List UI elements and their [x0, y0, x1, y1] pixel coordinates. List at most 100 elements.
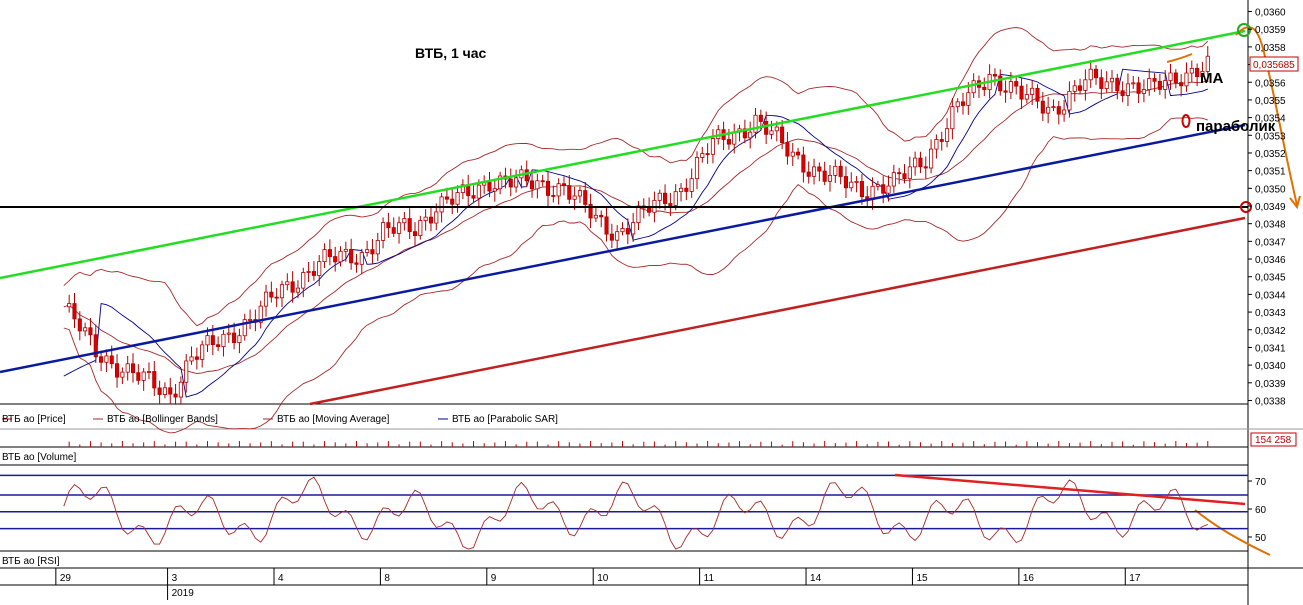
legend-entry: ВТБ ао [Price] — [2, 414, 66, 425]
candle — [263, 284, 269, 317]
red-circle-marker — [1240, 201, 1252, 213]
price-tick-label: 0,0341 — [1255, 343, 1286, 354]
price-tick-label: 0,0344 — [1255, 290, 1286, 301]
candle — [72, 293, 77, 329]
candle — [402, 211, 407, 231]
candle — [886, 175, 891, 202]
candle — [865, 186, 870, 207]
candle — [945, 118, 950, 148]
time-tick-label: 10 — [597, 573, 609, 584]
candle — [343, 241, 348, 262]
volume-panel — [68, 441, 1209, 447]
candle — [748, 121, 753, 149]
blue-support-line — [0, 123, 1246, 374]
candle — [966, 82, 971, 115]
candle — [1078, 78, 1083, 95]
candle — [1014, 76, 1019, 95]
candle — [1184, 62, 1189, 92]
candle — [184, 354, 189, 393]
price-tick-label: 0,0348 — [1255, 220, 1286, 231]
time-tick-label: 14 — [810, 573, 822, 584]
candle — [992, 68, 997, 86]
price-tick-label: 0,0351 — [1255, 167, 1286, 178]
candle — [354, 254, 359, 273]
candle — [295, 280, 300, 299]
candle — [572, 186, 577, 210]
rsi-label: ВТБ ао [RSI] — [2, 556, 60, 567]
candle — [269, 281, 274, 303]
candle — [1024, 83, 1029, 104]
candle — [849, 172, 854, 192]
candle — [178, 376, 183, 405]
candle — [200, 340, 205, 368]
candle — [1104, 71, 1109, 93]
candle — [913, 151, 918, 176]
candle — [232, 322, 237, 350]
candle — [881, 176, 886, 204]
candle — [1173, 69, 1178, 89]
candle — [599, 210, 604, 228]
candle — [1157, 73, 1162, 95]
candle — [976, 75, 982, 98]
candle — [801, 146, 806, 183]
candle — [1046, 96, 1051, 124]
candle — [1030, 79, 1035, 106]
candle — [897, 167, 902, 185]
volume-last-value: 154 258 — [1255, 435, 1292, 446]
candle — [189, 346, 194, 365]
candle — [535, 173, 540, 199]
candle — [668, 192, 673, 217]
time-tick-label: 17 — [1129, 573, 1141, 584]
candle — [732, 123, 737, 154]
candle — [301, 267, 306, 298]
price-tick-label: 0,0352 — [1255, 149, 1286, 160]
candle — [423, 209, 428, 231]
candle — [833, 159, 838, 184]
candle — [455, 185, 460, 213]
time-tick-label: 15 — [916, 573, 928, 584]
candle — [998, 69, 1003, 96]
candle — [891, 164, 896, 193]
candle — [615, 225, 620, 251]
legend-entry: ВТБ ао [Parabolic SAR] — [452, 414, 558, 425]
candle — [1067, 81, 1072, 118]
candle — [657, 189, 662, 209]
candle — [530, 170, 535, 198]
time-tick-label: 9 — [491, 573, 497, 584]
candle — [609, 223, 614, 249]
price-tick-label: 0,0339 — [1255, 379, 1286, 390]
candle — [790, 142, 795, 167]
candle — [1195, 63, 1200, 87]
candle — [168, 377, 173, 405]
parabolic-sar — [63, 68, 1208, 398]
price-tick-label: 0,0342 — [1255, 326, 1286, 337]
rsi-tick-label: 70 — [1255, 477, 1267, 488]
candle — [322, 243, 327, 269]
candle — [173, 384, 178, 405]
candle — [290, 271, 295, 303]
candle — [1125, 73, 1130, 107]
candle — [764, 111, 769, 145]
candle — [88, 318, 93, 346]
candle — [471, 185, 476, 204]
rsi-line — [63, 476, 1208, 550]
price-tick-label: 0,0358 — [1255, 43, 1286, 54]
candle — [1109, 70, 1115, 92]
candle — [641, 198, 646, 219]
candle — [450, 188, 455, 215]
legend-entry: ВТБ ао [Moving Average] — [277, 414, 390, 425]
year-label: 2019 — [172, 588, 195, 599]
candle — [934, 134, 939, 159]
candle — [365, 240, 370, 257]
candle — [1035, 84, 1040, 109]
candle — [428, 206, 434, 232]
rsi-panel: 70 60 50 — [0, 473, 1267, 550]
candle — [780, 120, 785, 150]
candle — [104, 349, 109, 372]
candle — [604, 207, 609, 242]
candle — [492, 179, 497, 202]
time-axis: 29 3 4 8 9 10 11 14 15 16 17 2019 — [55, 568, 1141, 600]
candle — [689, 168, 694, 198]
